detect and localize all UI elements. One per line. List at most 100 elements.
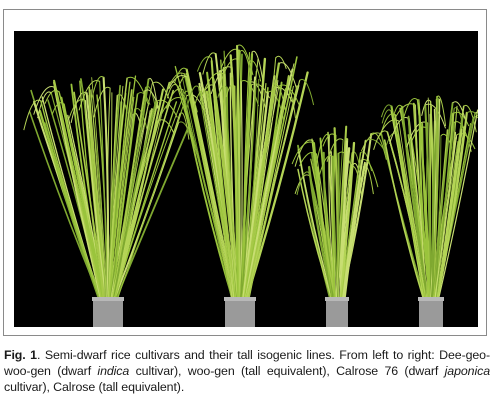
rice-leaf-tip [381, 109, 392, 124]
rice-leaf-tip [316, 133, 330, 164]
figure-frame [3, 9, 487, 336]
rice-blade [343, 161, 366, 298]
rice-leaf-tip [126, 76, 150, 106]
plant-pot [93, 297, 123, 327]
rice-leaf-tip [165, 88, 184, 109]
rice-blade [418, 117, 431, 299]
rice-blade [434, 102, 454, 298]
rice-blade [102, 76, 110, 299]
rice-leaf-tip [151, 81, 170, 99]
rice-leaf-tip [436, 95, 447, 127]
rice-blade [242, 91, 269, 298]
rice-blade [112, 93, 139, 298]
rice-leaf-tip [185, 85, 199, 112]
rice-leaf-tip [380, 104, 392, 118]
rice-leaf-tip [275, 55, 287, 70]
rice-leaf-tip [202, 52, 217, 75]
rice-blade [244, 62, 281, 299]
rice-blade [60, 96, 105, 299]
rice-blade [84, 99, 107, 298]
plant-pot-rim [325, 297, 349, 301]
rice-leaf-tip [37, 91, 52, 119]
rice-leaf-tip [291, 141, 315, 165]
rice-blade [436, 111, 468, 299]
rice-blade [114, 91, 186, 298]
rice-leaf-tip [196, 56, 212, 72]
rice-blade [113, 100, 158, 298]
rice-plant-1 [23, 75, 205, 327]
caption-text-3: cultivar), Calrose (tall equivalent). [4, 380, 185, 394]
rice-leaf-tip [217, 85, 228, 98]
rice-leaf-tip [166, 72, 185, 93]
rice-leaf-tip [210, 66, 232, 95]
rice-leaf-tip [466, 111, 478, 117]
rice-blade [109, 81, 131, 298]
rice-blade [297, 149, 333, 298]
rice-blade [383, 139, 424, 298]
rice-blade [91, 77, 108, 298]
rice-plant-4 [360, 95, 478, 327]
rice-blade [117, 95, 188, 298]
rice-blade [339, 141, 356, 299]
caption-italic-japonica: japonica [444, 364, 490, 378]
rice-blade [319, 137, 335, 298]
rice-blade [331, 134, 337, 299]
rice-leaf-tip [168, 75, 187, 90]
rice-leaf-tip [166, 83, 178, 99]
plant-pot [326, 297, 348, 327]
rice-leaf-tip [296, 171, 310, 196]
rice-blade [434, 134, 458, 298]
rice-blade [241, 79, 257, 298]
plant-pot-rim [418, 297, 444, 301]
rice-leaf-tip [251, 50, 264, 81]
figure-label: Fig. 1 [4, 348, 37, 362]
rice-blade [297, 168, 332, 298]
rice-blade [432, 135, 442, 298]
rice-leaf-tip [474, 111, 478, 114]
rice-leaf-tip [360, 151, 373, 172]
rice-leaf-tip [453, 121, 472, 152]
rice-blade [109, 96, 135, 298]
caption-italic-indica: indica [97, 364, 130, 378]
rice-leaf-tip [93, 86, 111, 118]
rice-leaf-tip [421, 99, 432, 116]
rice-leaf-tip [299, 151, 317, 167]
rice-blade [99, 80, 108, 298]
rice-plants-photo [23, 44, 478, 327]
rice-leaf-tip [33, 86, 55, 115]
rice-leaf-tip [161, 97, 184, 115]
rice-leaf-tip [299, 78, 315, 106]
rice-blade [432, 98, 438, 298]
rice-leaf-tip [392, 104, 403, 118]
plant-pot-rim [224, 297, 256, 301]
rice-blade [421, 122, 432, 298]
rice-leaf-tip [155, 99, 178, 118]
rice-leaf-tip [452, 101, 466, 120]
rice-leaf-tip [317, 155, 333, 184]
rice-blade [185, 75, 234, 299]
rice-plant-2 [161, 44, 315, 327]
rice-blade [90, 89, 107, 298]
rice-leaf-tip [403, 98, 418, 118]
rice-leaf-tip [463, 104, 477, 133]
rice-leaf-tip [456, 133, 476, 150]
rice-leaf-tip [424, 103, 446, 129]
rice-leaf-tip [248, 60, 262, 82]
rice-blade [114, 89, 174, 298]
caption-label-period: . [36, 348, 45, 362]
rice-leaf-tip [202, 72, 224, 95]
rice-blade [424, 104, 433, 299]
rice-blade [342, 139, 367, 298]
rice-plant-3 [291, 125, 387, 327]
figure-caption: Fig. 1. Semi-dwarf rice cultivars and th… [4, 347, 490, 395]
figure-photo [14, 31, 478, 327]
caption-text-1: Semi-dwarf rice cultivars and their tall… [4, 348, 490, 378]
rice-blade [436, 121, 455, 298]
plant-pot [419, 297, 443, 327]
rice-leaf-tip [225, 84, 236, 98]
rice-blade [241, 52, 254, 299]
plant-pot [225, 297, 255, 327]
rice-blade [307, 165, 334, 299]
rice-leaf-tip [360, 132, 382, 152]
rice-blade [40, 100, 101, 298]
